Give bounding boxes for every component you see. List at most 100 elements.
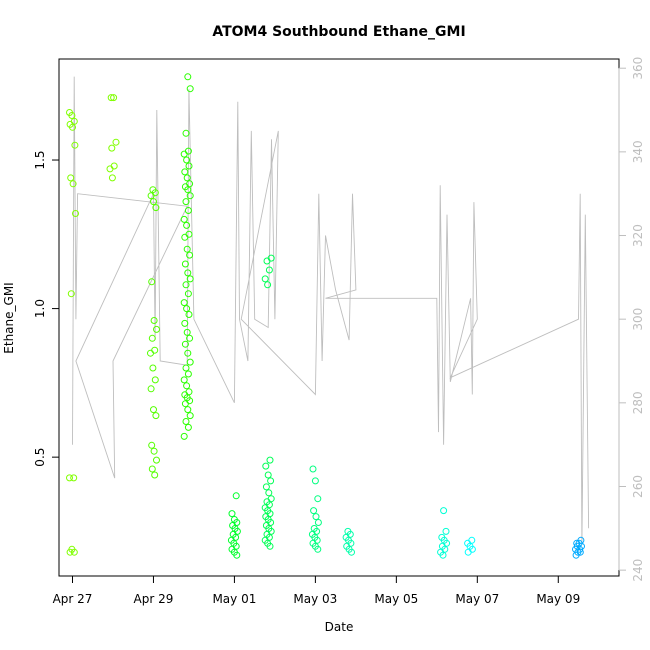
data-point bbox=[180, 432, 188, 440]
data-point bbox=[147, 192, 155, 200]
data-point bbox=[150, 406, 157, 414]
data-point bbox=[181, 260, 189, 268]
data-point bbox=[149, 364, 157, 372]
x-tick-label: May 05 bbox=[374, 592, 418, 606]
data-point bbox=[110, 94, 118, 102]
y-tick-label: 0.5 bbox=[33, 448, 47, 467]
y2-tick-label: 360 bbox=[631, 57, 645, 80]
data-point bbox=[185, 311, 193, 318]
secondary-series-line bbox=[72, 76, 590, 546]
chart-title: ATOM4 Southbound Ethane_GMI bbox=[212, 24, 465, 40]
data-point bbox=[314, 545, 322, 553]
data-point bbox=[153, 456, 160, 464]
data-point bbox=[181, 168, 189, 176]
data-point bbox=[147, 349, 154, 357]
x-tick-label: May 09 bbox=[536, 592, 580, 606]
data-point bbox=[106, 165, 114, 173]
y-tick-label: 1.5 bbox=[33, 150, 47, 169]
data-point bbox=[148, 278, 156, 286]
data-point bbox=[264, 471, 272, 479]
data-point bbox=[314, 519, 322, 526]
data-point bbox=[228, 510, 236, 518]
data-point bbox=[233, 551, 241, 559]
x-tick-label: May 07 bbox=[455, 592, 499, 606]
data-point bbox=[186, 358, 194, 366]
data-point bbox=[183, 156, 191, 164]
data-point bbox=[186, 412, 194, 420]
data-point bbox=[184, 349, 192, 357]
data-point bbox=[66, 474, 73, 482]
y2-tick-label: 240 bbox=[631, 559, 645, 582]
data-point bbox=[150, 317, 158, 324]
data-point bbox=[69, 180, 77, 188]
data-point bbox=[186, 251, 194, 259]
data-point bbox=[311, 477, 319, 485]
y-tick-label: 1.0 bbox=[33, 299, 47, 318]
y2-tick-label: 280 bbox=[631, 391, 645, 414]
data-point bbox=[183, 382, 191, 390]
data-point bbox=[185, 162, 193, 170]
x-axis: Apr 27 Apr 29 May 01 May 03 May 05 May 07 May … bbox=[53, 575, 580, 606]
data-point bbox=[310, 507, 318, 515]
data-point bbox=[69, 123, 76, 131]
data-point bbox=[184, 290, 192, 298]
data-point bbox=[181, 233, 189, 241]
data-point bbox=[314, 495, 322, 503]
data-point bbox=[184, 186, 192, 194]
data-point bbox=[148, 465, 156, 473]
data-point bbox=[232, 492, 240, 500]
data-point bbox=[181, 319, 189, 327]
data-point bbox=[182, 364, 190, 372]
data-point bbox=[148, 441, 156, 449]
data-point bbox=[150, 447, 158, 455]
x-tick-label: Apr 27 bbox=[53, 592, 93, 606]
y2-tick-label: 260 bbox=[631, 475, 645, 498]
data-point bbox=[153, 325, 160, 333]
y2-tick-label: 320 bbox=[631, 224, 645, 247]
y-axis-label: Ethane_GMI bbox=[2, 282, 16, 353]
data-point bbox=[148, 334, 156, 342]
data-point bbox=[262, 483, 270, 491]
x-tick-label: May 03 bbox=[293, 592, 337, 606]
data-point bbox=[348, 548, 355, 556]
data-point bbox=[186, 192, 194, 200]
x-tick-label: Apr 29 bbox=[134, 592, 174, 606]
data-point bbox=[68, 112, 76, 119]
data-point bbox=[184, 269, 192, 277]
data-point bbox=[186, 85, 194, 93]
data-point bbox=[464, 548, 472, 556]
data-point bbox=[180, 150, 188, 158]
data-point bbox=[152, 412, 160, 420]
data-point bbox=[266, 456, 274, 464]
data-point bbox=[151, 471, 159, 479]
y2-axis: 240 260 280 300 320 340 360 bbox=[618, 57, 645, 582]
y2-tick-label: 300 bbox=[631, 308, 645, 331]
data-point bbox=[150, 198, 157, 206]
data-point bbox=[182, 281, 190, 289]
y-axis: 0.5 1.0 1.5 bbox=[33, 150, 60, 467]
data-point bbox=[572, 551, 580, 559]
data-point bbox=[267, 477, 275, 485]
data-point bbox=[67, 174, 75, 182]
data-point bbox=[183, 245, 191, 253]
data-point bbox=[309, 465, 317, 473]
y2-tick-label: 340 bbox=[631, 140, 645, 163]
data-point bbox=[261, 275, 269, 283]
data-point bbox=[182, 198, 190, 206]
data-point bbox=[70, 548, 78, 556]
data-point bbox=[112, 138, 120, 146]
data-point bbox=[182, 418, 190, 425]
data-point bbox=[184, 73, 192, 81]
points-layer bbox=[66, 73, 585, 559]
data-point bbox=[147, 385, 155, 393]
data-point bbox=[263, 257, 271, 265]
data-point bbox=[266, 542, 274, 550]
data-point bbox=[183, 221, 191, 229]
data-point bbox=[262, 462, 270, 470]
data-point bbox=[66, 548, 74, 556]
data-point bbox=[265, 489, 273, 497]
x-axis-label: Date bbox=[325, 620, 354, 634]
data-point bbox=[184, 207, 192, 214]
